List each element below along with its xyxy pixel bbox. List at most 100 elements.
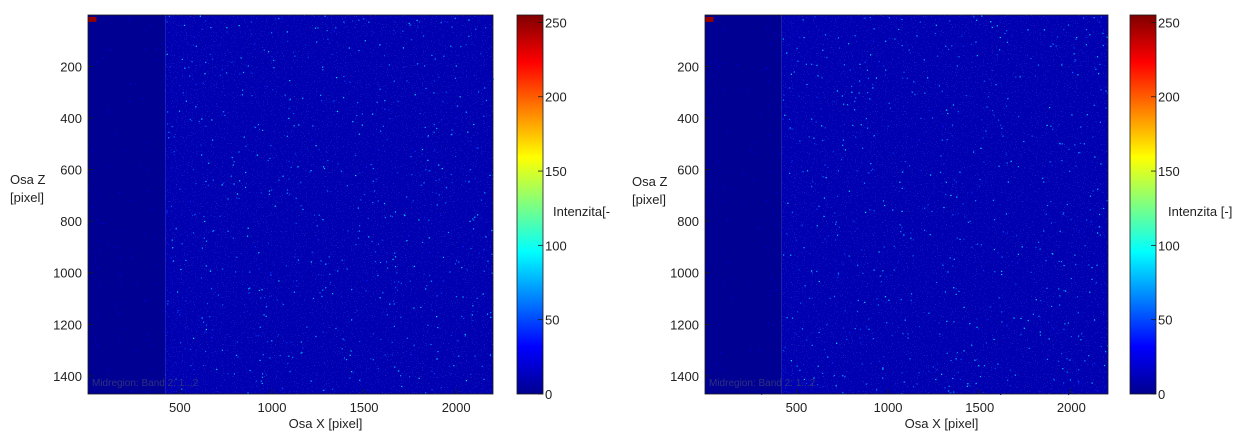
heatmap-pixel <box>425 169 426 170</box>
heatmap-pixel <box>791 360 792 361</box>
heatmap-pixel <box>956 181 957 182</box>
heatmap-pixel <box>306 326 307 327</box>
heatmap-pixel <box>243 312 244 313</box>
heatmap-pixel <box>939 334 940 335</box>
heatmap-pixel <box>427 325 428 326</box>
heatmap-pixel <box>355 155 356 156</box>
heatmap-pixel <box>297 183 298 184</box>
heatmap-pixel <box>774 32 775 33</box>
heatmap-pixel <box>272 89 273 90</box>
heatmap-pixel <box>456 296 457 297</box>
y-axis-label: Osa Z <box>632 174 667 189</box>
heatmap-pixel <box>434 124 435 125</box>
heatmap-pixel <box>371 241 372 242</box>
heatmap-pixel <box>976 359 977 360</box>
heatmap-pixel <box>147 392 148 393</box>
colorbar <box>517 15 543 394</box>
heatmap-pixel <box>765 67 766 68</box>
heatmap-pixel <box>1047 359 1048 360</box>
heatmap-pixel <box>953 391 954 392</box>
heatmap-pixel <box>1036 299 1037 300</box>
heatmap-pixel <box>762 219 763 220</box>
heatmap-pixel <box>251 34 252 35</box>
heatmap-pixel <box>782 119 783 120</box>
heatmap-pixel <box>773 282 774 283</box>
heatmap-pixel <box>247 392 248 393</box>
heatmap-pixel <box>869 98 870 99</box>
heatmap-pixel <box>862 363 863 364</box>
heatmap-pixel <box>722 63 723 64</box>
heatmap-pixel <box>473 228 474 229</box>
heatmap-pixel <box>402 31 403 32</box>
heatmap-pixel <box>152 345 153 346</box>
heatmap-pixel <box>455 18 456 19</box>
heatmap-pixel <box>108 166 109 167</box>
heatmap-pixel <box>995 368 996 369</box>
heatmap-pixel <box>349 377 350 378</box>
heatmap-pixel <box>1103 45 1104 46</box>
heatmap-pixel <box>843 104 844 105</box>
heatmap-pixel <box>839 47 840 48</box>
y-tick-label: 600 <box>60 163 82 178</box>
colorbar-tick-label: 150 <box>1158 164 1180 179</box>
heatmap-pixel <box>1001 256 1002 257</box>
heatmap-pixel <box>1002 136 1003 137</box>
heatmap-pixel <box>1078 383 1079 384</box>
heatmap-pixel <box>786 52 787 53</box>
heatmap-pixel <box>275 18 276 19</box>
heatmap-pixel <box>351 289 352 290</box>
heatmap-pixel <box>343 339 344 340</box>
heatmap-pixel <box>799 37 800 38</box>
heatmap-pixel <box>993 200 994 201</box>
heatmap-pixel <box>407 338 408 339</box>
heatmap-pixel <box>256 335 257 336</box>
heatmap-pixel <box>477 147 478 148</box>
heatmap-pixel <box>202 317 203 318</box>
heatmap-pixel <box>201 277 202 278</box>
colorbar-tick-label: 250 <box>545 15 567 30</box>
heatmap-pixel <box>1077 296 1078 297</box>
heatmap-pixel <box>914 94 915 95</box>
heatmap-pixel <box>1051 222 1052 223</box>
heatmap-pixel <box>977 244 978 245</box>
y-tick-label: 1200 <box>670 317 699 332</box>
heatmap-pixel <box>1013 317 1014 318</box>
heatmap-pixel <box>311 261 312 262</box>
heatmap-pixel <box>747 89 748 90</box>
heatmap-pixel <box>172 126 173 127</box>
heatmap-pixel <box>1033 314 1034 315</box>
heatmap-pixel <box>1039 391 1040 392</box>
heatmap-pixel <box>1099 64 1100 65</box>
heatmap-pixel <box>429 252 430 253</box>
heatmap-pixel <box>365 40 366 41</box>
heatmap-pixel <box>395 211 396 212</box>
heatmap-pixel <box>441 387 442 388</box>
heatmap-pixel <box>298 260 299 261</box>
heatmap-pixel <box>371 164 372 165</box>
heatmap-pixel <box>768 322 769 323</box>
heatmap-pixel <box>968 222 969 223</box>
heatmap-pixel <box>870 163 871 164</box>
x-tick-label: 2000 <box>1057 400 1086 415</box>
heatmap-pixel <box>422 154 423 155</box>
heatmap-pixel <box>1084 245 1085 246</box>
heatmap-pixel <box>481 199 482 200</box>
heatmap-pixel <box>384 109 385 110</box>
heatmap-pixel <box>449 271 450 272</box>
heatmap-pixel <box>723 89 724 90</box>
heatmap-pixel <box>1061 160 1062 161</box>
heatmap-pixel <box>1068 322 1069 323</box>
heatmap-pixel <box>731 298 732 299</box>
heatmap-pixel <box>1086 44 1087 45</box>
heatmap-pixel <box>812 181 813 182</box>
heatmap-pixel <box>205 181 206 182</box>
heatmap-pixel <box>1048 321 1049 322</box>
heatmap-pixel <box>1071 219 1072 220</box>
heatmap-pixel <box>474 75 475 76</box>
heatmap-pixel <box>873 338 874 339</box>
heatmap-pixel <box>953 104 954 105</box>
heatmap-pixel <box>919 139 920 140</box>
heatmap-pixel <box>803 19 804 20</box>
heatmap-pixel <box>145 29 146 30</box>
heatmap-pixel <box>309 171 310 172</box>
